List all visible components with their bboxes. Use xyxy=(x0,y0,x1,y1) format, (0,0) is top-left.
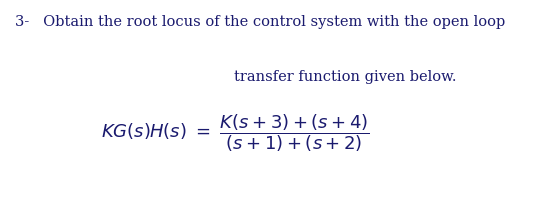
Text: transfer function given below.: transfer function given below. xyxy=(233,70,456,84)
Text: 3-   Obtain the root locus of the control system with the open loop: 3- Obtain the root locus of the control … xyxy=(15,15,506,29)
Text: $\mathit{KG(s)H(s)}\ =\ \dfrac{\mathit{K(s+3)+(s+4)}}{\mathit{(s+1)+(s+2)}}$: $\mathit{KG(s)H(s)}\ =\ \dfrac{\mathit{K… xyxy=(102,113,370,154)
